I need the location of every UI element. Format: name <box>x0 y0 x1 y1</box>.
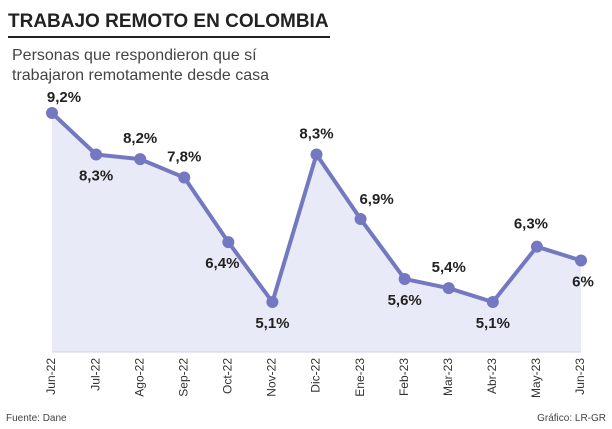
x-tick-label: Feb-23 <box>397 358 411 396</box>
value-label: 8,3% <box>79 167 113 184</box>
x-tick-label: Mar-23 <box>441 358 455 396</box>
x-tick-label: Ago-22 <box>132 358 146 397</box>
value-label: 8,2% <box>123 130 157 147</box>
x-tick-label: May-23 <box>529 358 543 398</box>
point <box>222 236 235 249</box>
x-tick-label: Nov-22 <box>265 358 279 397</box>
value-label: 6,9% <box>359 191 393 208</box>
subtitle: trabajaron remotamente desde casa <box>12 67 269 84</box>
point <box>266 296 279 308</box>
chart-title: TRABAJO REMOTO EN COLOMBIA <box>8 11 329 32</box>
x-tick-label: Dic-22 <box>309 358 323 393</box>
x-tick-label: Jul-22 <box>88 358 102 391</box>
point <box>486 296 499 308</box>
point <box>178 171 191 184</box>
point <box>530 240 543 253</box>
point <box>575 254 587 267</box>
value-label: 5,4% <box>432 259 466 276</box>
x-tick-label: Sep-22 <box>176 358 190 397</box>
value-label: 9,2% <box>47 89 81 106</box>
value-label: 5,1% <box>255 315 289 332</box>
x-tick-label: Jun-23 <box>573 358 587 395</box>
point <box>134 153 147 166</box>
point <box>46 107 58 119</box>
point <box>90 148 103 161</box>
value-label: 6,4% <box>205 255 239 272</box>
value-label: 6% <box>572 273 594 290</box>
point <box>398 272 411 285</box>
value-label: 5,6% <box>388 292 422 309</box>
x-tick-label: Abr-23 <box>485 358 499 394</box>
subtitle: Personas que respondieron que sí <box>12 47 257 64</box>
credit: Gráfico: LR-GR <box>537 413 606 424</box>
source: Fuente: Dane <box>6 413 67 424</box>
point <box>442 282 455 295</box>
x-tick-label: Jun-22 <box>44 358 58 395</box>
point <box>354 213 367 226</box>
value-label: 7,8% <box>167 149 201 166</box>
point <box>310 148 323 161</box>
value-label: 8,3% <box>299 125 333 142</box>
x-tick-label: Ene-23 <box>353 358 367 397</box>
x-tick-label: Oct-22 <box>221 358 235 394</box>
value-label: 6,3% <box>514 216 548 233</box>
value-label: 5,1% <box>476 315 510 332</box>
